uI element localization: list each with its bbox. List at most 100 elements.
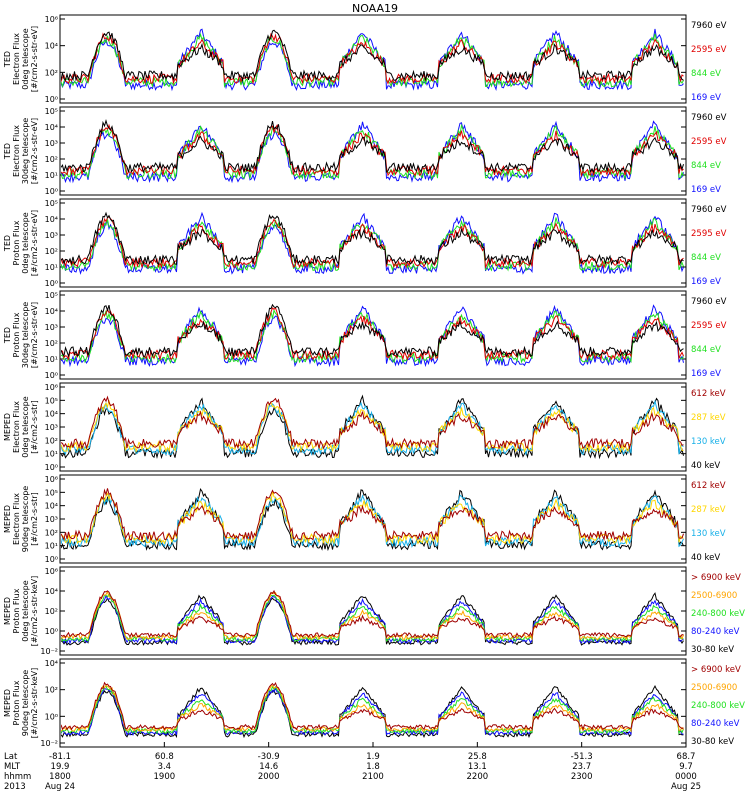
ytick-label: 10⁶ xyxy=(45,567,58,576)
ytick-label: 10⁵ xyxy=(45,488,58,497)
series-trace xyxy=(61,306,684,362)
legend-label: 287 keV xyxy=(691,505,726,515)
ylabel-line: TED xyxy=(3,327,12,344)
panel-7: MEPED Proton Flux 0deg telescope [#/cm2-s-s… xyxy=(3,566,745,656)
traces xyxy=(61,211,684,275)
ylabel-line: TED xyxy=(3,235,12,252)
series-trace xyxy=(61,395,684,451)
legend-label: 2500-6900 xyxy=(691,591,737,601)
ylabel-line: TED xyxy=(3,143,12,160)
legend-label: 169 eV xyxy=(691,93,721,103)
traces xyxy=(61,589,684,646)
ytick-label: 10⁶ xyxy=(45,475,58,484)
panel-5: MEPED Electron Flux 0deg telescope [#/cm2-s… xyxy=(3,382,726,472)
ylabel-line: [#/cm2-s-str] xyxy=(30,492,39,545)
traces xyxy=(61,28,684,92)
ytick-label: 10⁶ xyxy=(45,383,58,392)
ytick-label: 10⁴ xyxy=(45,410,58,419)
ylabel-line: Proton Flux xyxy=(12,680,21,725)
legend-label: 240-800 keV xyxy=(691,701,745,711)
legend-label: 7960 eV xyxy=(691,205,727,215)
ytick-label: 10⁻² xyxy=(40,739,58,748)
ylabel-line: 90deg telescope xyxy=(21,486,30,553)
traces xyxy=(61,681,684,739)
traces xyxy=(61,394,684,460)
ytick-label: 10⁰ xyxy=(45,187,58,196)
series-trace xyxy=(61,120,684,184)
ytick-label: 10³ xyxy=(45,515,58,524)
ylabel-line: 0deg telescope xyxy=(21,396,30,457)
series-trace xyxy=(61,303,684,358)
xaxis-row-label: 2013 xyxy=(4,782,26,792)
traces xyxy=(61,119,684,184)
xtick-date: Aug 25 xyxy=(671,782,701,792)
ytick-label: 10³ xyxy=(45,323,58,332)
xtick-lat: 25.8 xyxy=(468,752,487,762)
panel-1: TED Electron Flux 0deg telescope [#/cm2-s-s… xyxy=(3,14,727,104)
ytick-label: 10² xyxy=(45,339,58,348)
ytick-label: 10⁰ xyxy=(45,371,58,380)
ylabel-line: 0deg telescope xyxy=(21,580,30,641)
ytick-label: 10² xyxy=(45,68,58,77)
ylabel-line: Proton Flux xyxy=(12,588,21,633)
xtick-mlt: 3.4 xyxy=(158,762,172,772)
legend-label: 2595 eV xyxy=(691,321,727,331)
legend-label: 612 keV xyxy=(691,389,726,399)
ytick-label: 10³ xyxy=(45,139,58,148)
legend-label: 240-800 keV xyxy=(691,609,745,619)
series-trace xyxy=(61,684,684,733)
panel-frame xyxy=(59,382,687,472)
ytick-label: 10² xyxy=(45,155,58,164)
ytick-label: 10⁴ xyxy=(45,307,58,316)
ytick-label: 10¹ xyxy=(45,542,58,551)
xtick-hhmm: 0000 xyxy=(675,772,697,782)
panel-4: TED Proton Flux 30deg telescope [#/cm2-s-st… xyxy=(3,290,727,380)
xtick-mlt: 19.9 xyxy=(51,762,70,772)
xtick-lat: 68.7 xyxy=(677,752,696,762)
chart-title: NOAA19 xyxy=(352,2,398,15)
xaxis-row-label: hhmm xyxy=(4,772,31,782)
ytick-label: 10⁴ xyxy=(45,587,58,596)
traces xyxy=(61,303,684,368)
ylabel-line: Electron Flux xyxy=(12,33,21,85)
ytick-label: 10⁰ xyxy=(45,463,58,472)
xtick-hhmm: 2000 xyxy=(258,772,280,782)
ytick-label: 10² xyxy=(45,247,58,256)
ylabel-line: Electron Flux xyxy=(12,493,21,545)
legend-label: 844 eV xyxy=(691,69,721,79)
panel-3: TED Proton Flux 0deg telescope [#/cm2-s-str… xyxy=(3,198,727,288)
ytick-label: 10¹ xyxy=(45,263,58,272)
ytick-label: 10² xyxy=(45,607,58,616)
ytick-label: 10² xyxy=(45,528,58,537)
ylabel-line: [#/cm2-s-str-eV] xyxy=(30,210,39,276)
legend-label: 130 keV xyxy=(691,437,726,447)
ytick-label: 10¹ xyxy=(45,450,58,459)
legend-label: > 6900 keV xyxy=(691,665,741,675)
series-trace xyxy=(61,589,684,639)
legend-label: 844 eV xyxy=(691,253,721,263)
series-trace xyxy=(61,488,684,543)
traces xyxy=(61,488,684,552)
xtick-hhmm: 2200 xyxy=(467,772,489,782)
panel-6: MEPED Electron Flux 90deg telescope [#/cm2-… xyxy=(3,474,726,564)
ylabel-line: [#/cm2-s-str-eV] xyxy=(30,26,39,92)
ytick-label: 10² xyxy=(45,686,58,695)
ylabel-line: MEPED xyxy=(3,505,12,533)
ylabel-line: [#/cm2-s-str-eV] xyxy=(30,302,39,368)
xtick-lat: 60.8 xyxy=(155,752,174,762)
ytick-label: 10³ xyxy=(45,231,58,240)
ytick-label: 10² xyxy=(45,436,58,445)
legend-label: 169 eV xyxy=(691,369,721,379)
ylabel-line: 90deg telescope xyxy=(21,670,30,737)
ylabel-line: TED xyxy=(3,51,12,68)
panel-8: MEPED Proton Flux 90deg telescope [#/cm2-s-… xyxy=(3,658,745,748)
ytick-label: 10⁻² xyxy=(40,647,58,656)
series-trace xyxy=(61,119,684,174)
panel-frame xyxy=(59,14,687,104)
ytick-label: 10¹ xyxy=(45,171,58,180)
xtick-date: Aug 24 xyxy=(45,782,75,792)
panel-2: TED Electron Flux 30deg telescope [#/cm2-s-… xyxy=(3,106,727,196)
xtick-lat: -30.9 xyxy=(258,752,280,762)
legend-label: 80-240 keV xyxy=(691,719,740,729)
